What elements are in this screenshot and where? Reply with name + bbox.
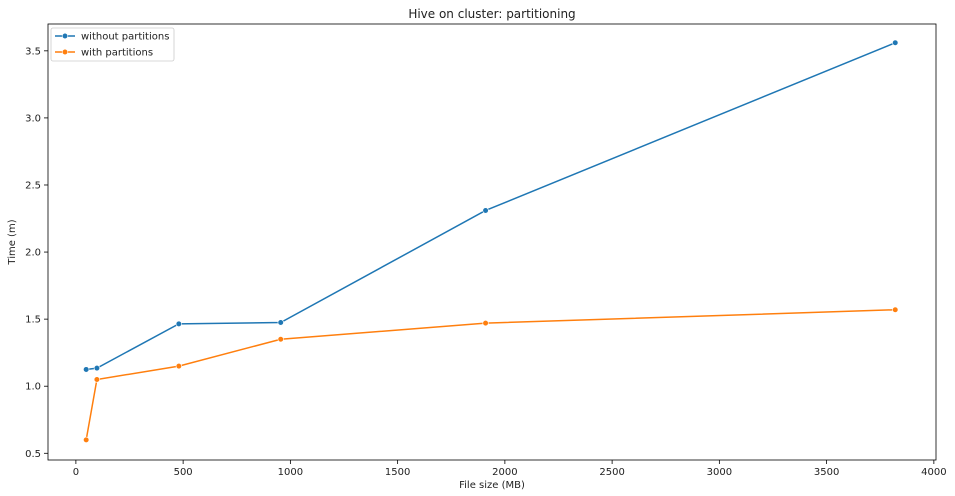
x-tick-label: 4000 bbox=[921, 467, 946, 478]
data-point bbox=[83, 366, 90, 373]
data-point bbox=[93, 365, 101, 372]
legend-label: with partitions bbox=[81, 48, 153, 59]
data-point bbox=[83, 436, 90, 443]
data-point bbox=[93, 376, 101, 383]
legend-swatch-marker bbox=[61, 48, 69, 56]
x-tick-label: 3500 bbox=[814, 467, 839, 478]
x-tick-label: 0 bbox=[73, 467, 79, 478]
x-tick-label: 1000 bbox=[278, 467, 303, 478]
data-point bbox=[277, 336, 284, 343]
y-tick-label: 2.0 bbox=[25, 248, 41, 259]
y-axis-label: Time (m) bbox=[7, 219, 18, 265]
y-tick-label: 3.0 bbox=[25, 113, 41, 124]
y-tick-label: 1.5 bbox=[25, 315, 41, 326]
legend-box bbox=[50, 27, 175, 62]
data-point bbox=[175, 362, 182, 370]
plot-area bbox=[47, 23, 937, 461]
x-axis-ticks: 0 500 1000 1500 2000 2500 3000 3500 4000 bbox=[73, 460, 947, 478]
x-tick-label: 500 bbox=[174, 467, 193, 478]
y-axis-ticks: 0.5 1.0 1.5 2.0 2.5 3.0 3.5 bbox=[25, 46, 48, 460]
x-axis-label: File size (MB) bbox=[459, 480, 525, 491]
data-point bbox=[175, 320, 182, 327]
x-tick-label: 2500 bbox=[599, 467, 624, 478]
y-tick-label: 3.5 bbox=[25, 46, 41, 57]
legend-swatch-marker bbox=[61, 32, 69, 40]
y-tick-label: 2.5 bbox=[25, 180, 41, 191]
x-tick-label: 1500 bbox=[385, 467, 410, 478]
data-point bbox=[482, 207, 489, 214]
data-point bbox=[277, 319, 284, 326]
x-tick-label: 2000 bbox=[492, 467, 517, 478]
series-layer bbox=[83, 39, 899, 443]
chart-title: Hive on cluster: partitioning bbox=[408, 7, 575, 21]
y-tick-label: 1.0 bbox=[25, 382, 41, 393]
legend-label: without partitions bbox=[81, 32, 169, 43]
legend: without partitions with partitions bbox=[50, 27, 175, 62]
data-point bbox=[482, 320, 489, 327]
data-point bbox=[892, 39, 899, 46]
data-point bbox=[892, 306, 899, 313]
series-line-1 bbox=[85, 309, 896, 441]
y-tick-label: 0.5 bbox=[25, 449, 41, 460]
x-tick-label: 3000 bbox=[707, 467, 732, 478]
